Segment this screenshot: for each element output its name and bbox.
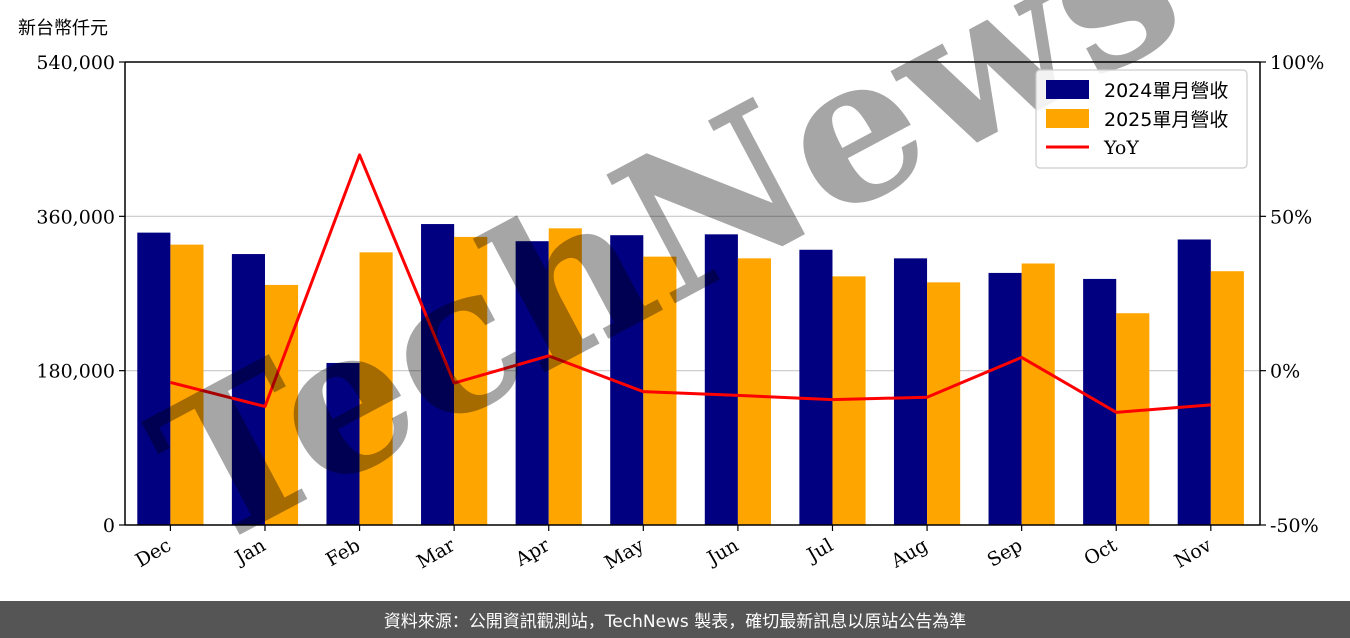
- yoy-line: [170, 153, 1211, 414]
- revenue-chart: TechNews 0180,000360,000540,000-50%0%50%…: [18, 0, 1324, 594]
- footer-text: 資料來源：公開資訊觀測站，TechNews 製表，確切最新訊息以原站公告為準: [383, 612, 967, 632]
- bar-2025: [1210, 271, 1244, 525]
- y2-tick-label: 50%: [1270, 206, 1312, 228]
- bar-2025: [359, 252, 393, 525]
- bar-2025: [264, 284, 299, 525]
- x-tick-label: Sep: [984, 534, 1027, 571]
- bar-2024: [704, 234, 738, 526]
- x-tick-label: Oct: [1080, 534, 1121, 570]
- bar-2025: [548, 228, 582, 525]
- y-tick-label: 180,000: [36, 361, 115, 383]
- bar-2024: [988, 272, 1022, 525]
- legend-label-2025: 2025單月營收: [1104, 109, 1228, 131]
- source-footer: 資料來源：公開資訊觀測站，TechNews 製表，確切最新訊息以原站公告為準: [0, 601, 1350, 638]
- bar-2024: [231, 254, 265, 525]
- bar-2024: [326, 362, 360, 525]
- x-tick-label: May: [601, 534, 648, 574]
- grid-lines: [125, 215, 1260, 372]
- x-tick-label: Jun: [702, 534, 743, 570]
- x-tick-label: Aug: [887, 534, 932, 573]
- y-axis-label: 新台幣仟元: [18, 18, 108, 39]
- legend-swatch-2025: [1046, 109, 1089, 128]
- bar-2024: [421, 224, 455, 526]
- bar-2025: [1116, 313, 1150, 525]
- bars: [137, 224, 1244, 526]
- legend-label-2024: 2024單月營收: [1104, 80, 1228, 102]
- y-tick-label: 0: [103, 515, 115, 537]
- x-tick-label: Mar: [413, 534, 459, 573]
- y2-tick-label: 0%: [1270, 361, 1300, 383]
- legend: 2024單月營收 2025單月營收 YoY: [1035, 69, 1248, 169]
- bar-2025: [737, 258, 772, 525]
- x-tick-label: Nov: [1171, 534, 1216, 573]
- x-tick-label: Jul: [802, 534, 837, 567]
- legend-swatch-2024: [1046, 80, 1089, 99]
- yoy-polyline: [170, 153, 1211, 414]
- x-tick-label: Apr: [511, 534, 554, 571]
- bar-2025: [927, 282, 961, 525]
- x-tick-label: Dec: [132, 534, 175, 572]
- y-tick-label: 360,000: [36, 206, 115, 228]
- y2-tick-label: 100%: [1270, 52, 1324, 74]
- y-tick-label: 540,000: [36, 52, 115, 74]
- y2-tick-label: -50%: [1270, 515, 1319, 537]
- bar-2024: [137, 232, 171, 525]
- legend-label-yoy: YoY: [1103, 137, 1139, 159]
- bar-2024: [1177, 239, 1211, 525]
- bar-2024: [799, 249, 833, 525]
- bar-2025: [1021, 263, 1055, 525]
- bar-2024: [893, 258, 928, 525]
- bar-2024: [515, 241, 549, 525]
